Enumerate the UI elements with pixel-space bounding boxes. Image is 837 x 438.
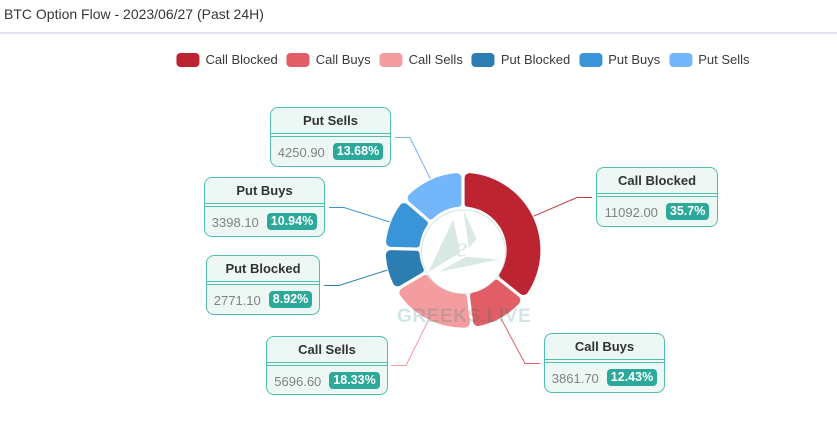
svg-text:e: e — [455, 233, 467, 264]
